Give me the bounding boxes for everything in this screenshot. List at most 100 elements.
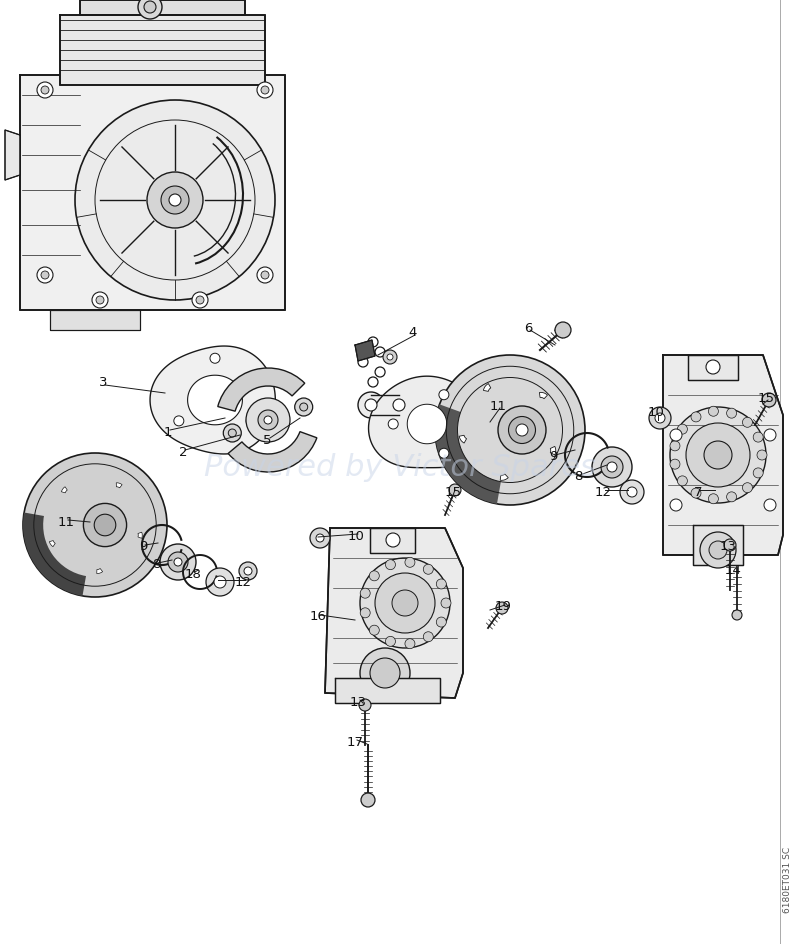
Circle shape — [393, 399, 405, 411]
Polygon shape — [663, 355, 783, 555]
Circle shape — [161, 186, 189, 214]
Circle shape — [75, 100, 275, 300]
Circle shape — [686, 423, 750, 487]
Circle shape — [261, 86, 269, 94]
Circle shape — [439, 448, 449, 458]
Text: 12: 12 — [234, 576, 251, 588]
Polygon shape — [80, 0, 245, 15]
Circle shape — [358, 392, 384, 418]
Wedge shape — [62, 487, 67, 493]
Circle shape — [147, 172, 203, 228]
Polygon shape — [150, 346, 275, 454]
Wedge shape — [228, 431, 317, 472]
Circle shape — [37, 82, 53, 98]
Text: 13: 13 — [719, 541, 737, 553]
Circle shape — [92, 292, 108, 308]
Circle shape — [726, 492, 737, 502]
Text: 8: 8 — [574, 470, 582, 483]
Circle shape — [601, 456, 623, 478]
Circle shape — [370, 658, 400, 688]
Circle shape — [94, 514, 116, 536]
Circle shape — [360, 608, 370, 617]
Polygon shape — [407, 404, 446, 444]
Text: 16: 16 — [310, 611, 326, 623]
Text: 2: 2 — [178, 446, 187, 459]
Circle shape — [360, 588, 370, 598]
Circle shape — [310, 528, 330, 548]
Text: 8: 8 — [152, 559, 160, 571]
Text: 10: 10 — [347, 530, 365, 543]
Circle shape — [555, 322, 571, 338]
Polygon shape — [335, 678, 440, 703]
Circle shape — [732, 610, 742, 620]
Circle shape — [441, 598, 451, 608]
Circle shape — [439, 390, 449, 399]
Wedge shape — [539, 393, 547, 398]
Circle shape — [449, 484, 461, 496]
Circle shape — [691, 412, 701, 422]
Wedge shape — [500, 474, 508, 480]
Circle shape — [607, 462, 617, 472]
Circle shape — [655, 413, 665, 423]
Wedge shape — [459, 435, 466, 443]
Circle shape — [764, 429, 776, 441]
Wedge shape — [97, 568, 102, 574]
Circle shape — [742, 417, 753, 428]
Circle shape — [361, 793, 375, 807]
Text: 17: 17 — [346, 735, 363, 749]
Circle shape — [174, 558, 182, 566]
Circle shape — [174, 416, 184, 426]
Circle shape — [246, 416, 256, 426]
Circle shape — [678, 424, 687, 434]
Circle shape — [405, 557, 415, 567]
Circle shape — [757, 450, 767, 460]
Circle shape — [228, 429, 236, 437]
Polygon shape — [5, 130, 20, 180]
Circle shape — [386, 636, 395, 647]
Circle shape — [169, 194, 181, 206]
Polygon shape — [369, 376, 486, 467]
Circle shape — [370, 571, 379, 581]
Text: 6180ET031 SC: 6180ET031 SC — [783, 847, 793, 913]
Circle shape — [386, 560, 395, 569]
Circle shape — [294, 398, 313, 416]
Circle shape — [37, 267, 53, 283]
Circle shape — [706, 360, 720, 374]
Circle shape — [649, 407, 671, 429]
Wedge shape — [435, 404, 501, 504]
Polygon shape — [371, 395, 399, 415]
Wedge shape — [23, 513, 86, 596]
Circle shape — [196, 296, 204, 304]
Circle shape — [709, 494, 718, 504]
Circle shape — [423, 565, 434, 574]
Text: 10: 10 — [647, 407, 665, 419]
Circle shape — [41, 86, 49, 94]
Text: Powered by Victor Spares: Powered by Victor Spares — [204, 453, 596, 482]
Polygon shape — [370, 528, 415, 553]
Circle shape — [509, 416, 535, 444]
Wedge shape — [116, 482, 122, 488]
Text: 15: 15 — [445, 485, 462, 498]
Circle shape — [375, 573, 435, 633]
Circle shape — [436, 579, 446, 589]
Circle shape — [23, 453, 167, 597]
Circle shape — [496, 602, 508, 614]
Text: 13: 13 — [350, 696, 366, 709]
Wedge shape — [483, 383, 490, 392]
Circle shape — [210, 353, 220, 363]
Circle shape — [386, 533, 400, 547]
Circle shape — [516, 424, 528, 436]
Circle shape — [724, 539, 736, 551]
Text: 7: 7 — [694, 485, 702, 498]
Polygon shape — [188, 375, 242, 425]
Circle shape — [144, 1, 156, 13]
Circle shape — [192, 292, 208, 308]
Circle shape — [138, 0, 162, 19]
Text: 14: 14 — [725, 564, 742, 577]
Circle shape — [670, 459, 680, 469]
Circle shape — [753, 468, 763, 478]
Text: 9: 9 — [549, 450, 557, 464]
Circle shape — [704, 441, 732, 469]
Circle shape — [83, 503, 126, 547]
Circle shape — [627, 487, 637, 497]
